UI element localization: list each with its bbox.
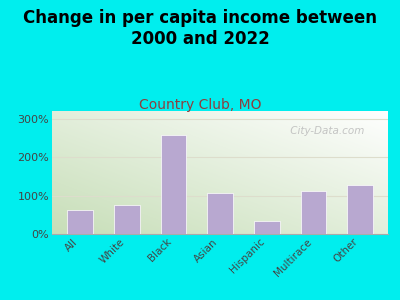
Bar [347,185,373,234]
Bar [114,205,140,234]
Bar [207,193,233,234]
Text: City-Data.com: City-Data.com [287,126,364,136]
Bar [254,220,280,234]
Bar [300,190,326,234]
Bar [160,135,186,234]
Bar [67,210,93,234]
Text: Country Club, MO: Country Club, MO [139,98,261,112]
Text: Change in per capita income between
2000 and 2022: Change in per capita income between 2000… [23,9,377,48]
